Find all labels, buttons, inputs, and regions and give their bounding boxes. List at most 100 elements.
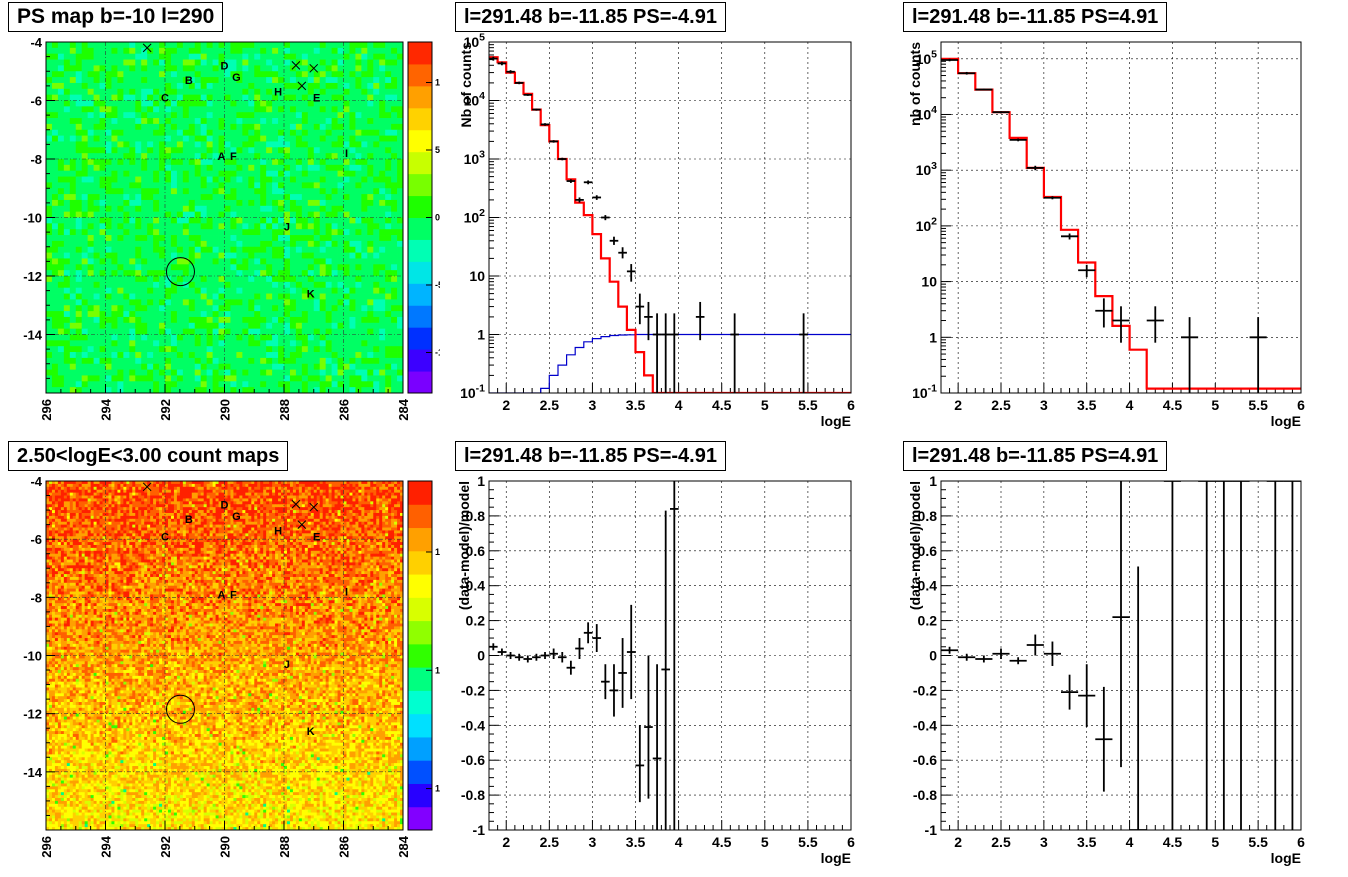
map-cell xyxy=(391,118,397,124)
map-cell xyxy=(326,182,332,188)
map-cell xyxy=(236,136,242,142)
map-cell xyxy=(379,490,382,493)
map-cell xyxy=(266,171,272,177)
map-cell xyxy=(236,490,239,493)
map-cell xyxy=(126,498,129,501)
map-cell xyxy=(94,487,97,490)
map-cell xyxy=(213,165,219,171)
map-cell xyxy=(308,258,314,264)
map-cell xyxy=(391,276,397,282)
map-cell xyxy=(242,493,245,496)
map-cell xyxy=(88,288,94,294)
map-cell xyxy=(320,77,326,83)
map-cell xyxy=(296,124,302,130)
map-cell xyxy=(373,241,379,247)
map-cell xyxy=(207,182,213,188)
map-cell xyxy=(236,118,242,124)
map-cell xyxy=(236,493,239,496)
map-cell xyxy=(338,247,344,253)
map-cell xyxy=(290,490,293,493)
map-cell xyxy=(219,218,225,224)
map-cell xyxy=(361,101,367,107)
map-cell xyxy=(332,294,338,300)
map-cell xyxy=(52,124,58,130)
map-cell xyxy=(296,89,302,95)
map-cell xyxy=(314,130,320,136)
map-cell xyxy=(82,106,88,112)
map-cell xyxy=(46,95,52,101)
map-cell xyxy=(58,77,64,83)
map-cell xyxy=(296,153,302,159)
map-cell xyxy=(123,335,129,341)
map-cell xyxy=(147,299,153,305)
map-cell xyxy=(123,258,129,264)
map-cell xyxy=(195,241,201,247)
map-cell xyxy=(338,305,344,311)
map-cell xyxy=(248,288,254,294)
map-cell xyxy=(388,490,391,493)
map-cell xyxy=(284,253,290,259)
map-cell xyxy=(207,54,213,60)
map-cell xyxy=(111,299,117,305)
map-cell xyxy=(100,346,106,352)
map-cell xyxy=(355,153,361,159)
map-cell xyxy=(159,493,162,496)
map-cell xyxy=(314,106,320,112)
map-cell xyxy=(355,171,361,177)
map-cell xyxy=(242,136,248,142)
map-cell xyxy=(111,381,117,387)
map-cell xyxy=(373,340,379,346)
map-cell xyxy=(88,358,94,364)
map-cell xyxy=(76,484,79,487)
map-cell xyxy=(82,147,88,153)
map-cell xyxy=(123,370,129,376)
map-cell xyxy=(367,229,373,235)
map-cell xyxy=(100,112,106,118)
map-cell xyxy=(379,364,385,370)
map-cell xyxy=(141,358,147,364)
map-cell xyxy=(129,147,135,153)
map-cell xyxy=(344,247,350,253)
map-cell xyxy=(147,71,153,77)
map-cell xyxy=(141,124,147,130)
map-cell xyxy=(308,83,314,89)
map-cell xyxy=(242,177,248,183)
map-cell xyxy=(266,65,272,71)
map-cell xyxy=(111,364,117,370)
map-cell xyxy=(177,54,183,60)
map-cell xyxy=(165,71,171,77)
map-cell xyxy=(46,89,52,95)
map-cell xyxy=(219,276,225,282)
map-cell xyxy=(314,305,320,311)
map-cell xyxy=(153,106,159,112)
map-cell xyxy=(94,42,100,48)
map-cell xyxy=(225,136,231,142)
map-cell xyxy=(82,200,88,206)
map-cell xyxy=(260,177,266,183)
map-cell xyxy=(201,60,207,66)
map-cell xyxy=(76,387,82,393)
map-cell xyxy=(64,370,70,376)
map-cell xyxy=(326,147,332,153)
map-cell xyxy=(195,352,201,358)
map-cell xyxy=(207,200,213,206)
map-cell xyxy=(236,235,242,241)
map-cell xyxy=(254,101,260,107)
map-cell xyxy=(266,335,272,341)
map-cell xyxy=(82,65,88,71)
map-cell xyxy=(195,118,201,124)
data-point xyxy=(532,108,541,110)
map-cell xyxy=(248,101,254,107)
map-cell xyxy=(290,487,293,490)
map-cell xyxy=(367,305,373,311)
map-cell xyxy=(278,270,284,276)
map-cell xyxy=(195,206,201,212)
map-cell xyxy=(284,340,290,346)
map-cell xyxy=(123,387,129,393)
map-cell xyxy=(355,498,358,501)
map-cell xyxy=(272,335,278,341)
map-cell xyxy=(302,346,308,352)
map-cell xyxy=(82,352,88,358)
map-cell xyxy=(58,294,64,300)
map-cell xyxy=(189,294,195,300)
